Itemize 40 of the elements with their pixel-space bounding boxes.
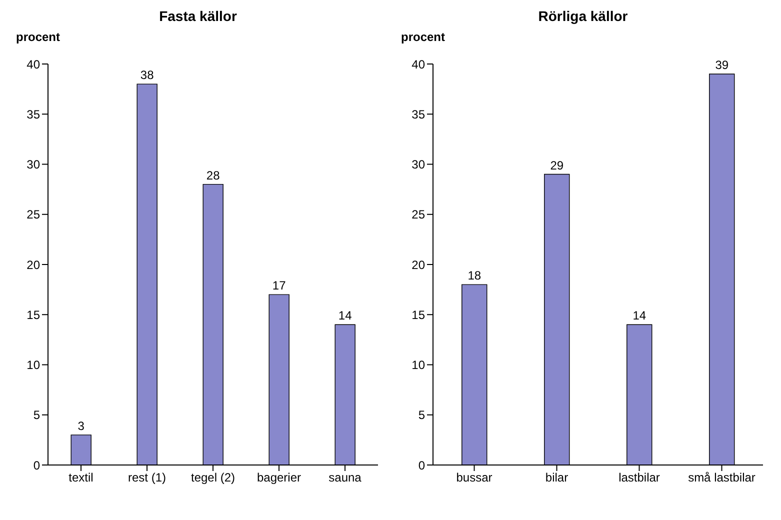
x-tick-label: lastbilar [618,470,660,485]
data-label: 39 [715,58,729,72]
x-tick-label: bilar [545,470,568,485]
data-label: 14 [338,308,352,323]
y-tick-label: 40 [412,57,426,72]
y-tick-label: 15 [412,308,426,322]
y-tick-label: 40 [26,57,40,72]
data-label: 38 [140,68,154,82]
x-tick-label: bagerier [256,470,302,485]
y-axis-title: procent [15,30,62,46]
x-tick-label: tegel (2) [190,470,236,485]
x-tick-label: rest (1) [128,470,166,485]
data-label: 28 [206,168,220,182]
data-label: 3 [78,418,85,433]
y-tick-label: 5 [33,408,40,422]
data-label: 14 [632,308,646,323]
y-tick-label: 25 [412,208,426,222]
data-label: 29 [550,158,564,172]
y-tick-label: 20 [26,258,40,272]
y-tick-label: 10 [26,358,40,372]
y-tick-label: 15 [26,308,40,322]
y-axis-title: procent [400,30,446,46]
x-tick-label: små lastbilar [688,470,756,485]
y-tick-label: 35 [26,107,40,122]
x-tick-label: bussar [456,470,492,485]
data-label: 17 [272,278,286,293]
y-tick-label: 30 [26,158,40,172]
y-tick-label: 10 [412,358,426,372]
y-tick-label: 30 [412,158,426,172]
y-tick-label: 20 [412,258,426,272]
x-tick-label: sauna [328,470,362,485]
x-tick-label: textil [68,470,94,485]
y-tick-label: 0 [33,458,40,472]
data-label: 18 [468,268,482,283]
chart-title: Rörliga källor [537,8,629,26]
chart-title: Fasta källor [158,8,238,26]
y-tick-label: 0 [418,458,426,472]
y-tick-label: 35 [412,107,426,122]
y-tick-label: 25 [26,208,40,222]
y-tick-label: 5 [418,408,426,422]
